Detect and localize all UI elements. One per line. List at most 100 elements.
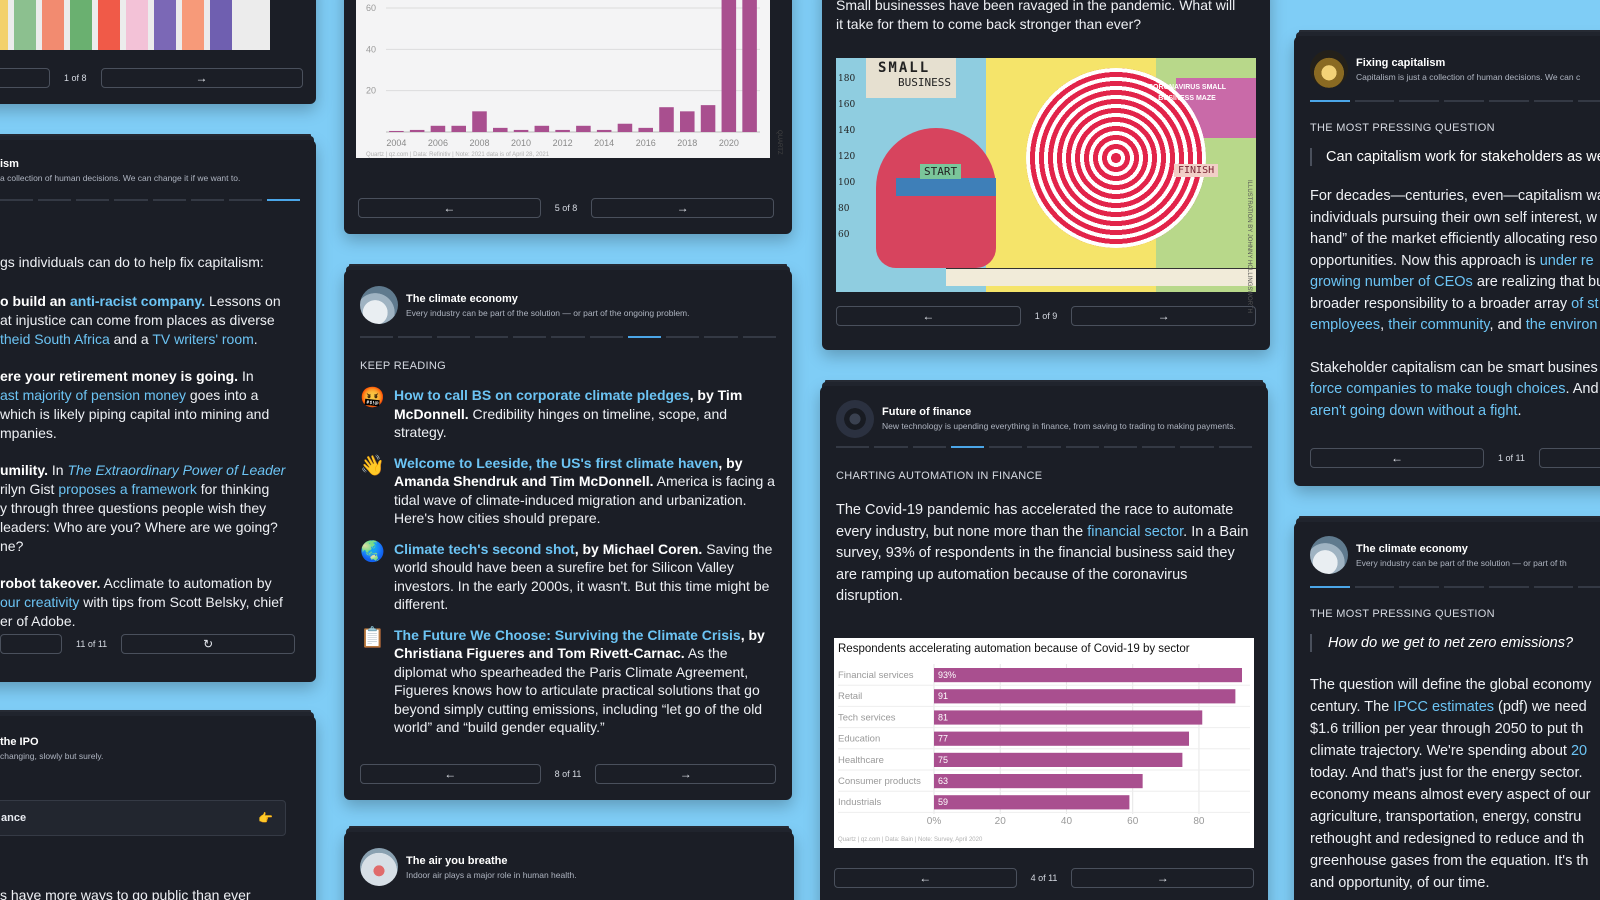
x-tick-label: 60 <box>1127 816 1139 827</box>
category-label: Retail <box>838 691 862 702</box>
y-tick-label: 20 <box>366 86 376 96</box>
reading-item-link[interactable]: The Future We Choose: Surviving the Clim… <box>394 626 741 643</box>
card-body: s have more ways to go public than ever <box>0 887 251 900</box>
climate-avatar <box>1310 536 1348 574</box>
prev-button[interactable] <box>0 634 62 654</box>
bar-value-label: 63 <box>938 776 948 786</box>
category-label: Financial services <box>838 670 914 681</box>
x-tick-label: 2014 <box>594 138 614 148</box>
link-creativity[interactable]: our creativity <box>0 594 80 610</box>
card-ipo-chart: 20 40 60 2004 2006 2008 2010 2012 2014 2016 2018 20… <box>344 0 792 234</box>
pointing-hand-icon: 👉 <box>258 811 273 825</box>
bar-value-label: 93% <box>938 670 956 680</box>
reading-item-byline: , by Christiana Figueres and Tom Rivett-… <box>394 626 765 662</box>
restart-button[interactable]: ↻ <box>121 634 296 654</box>
next-button[interactable] <box>1538 448 1600 468</box>
next-button[interactable]: → <box>595 764 777 784</box>
link-south-africa[interactable]: theid South Africa <box>0 331 110 347</box>
section-label: KEEP READING <box>360 360 446 372</box>
x-tick-label: 40 <box>1061 816 1073 827</box>
card-header: The climate economy Every industry can b… <box>344 270 792 324</box>
x-tick-label: 2012 <box>553 138 573 148</box>
reading-item: 📋 The Future We Choose: Surviving the Cli… <box>360 626 776 737</box>
list-row-label: ance <box>1 812 27 824</box>
reading-item-link[interactable]: Welcome to Leeside, the US's first clima… <box>394 454 719 471</box>
tip-humility: umility. In The Extraordinary Power of L… <box>0 462 286 554</box>
link-tv-writers-room[interactable]: TV writers' room <box>152 331 254 347</box>
arrow-left-icon: ← <box>1391 451 1403 465</box>
bar-healthcare <box>934 752 1183 767</box>
prev-button[interactable]: ← <box>358 198 541 218</box>
x-tick-label: 2010 <box>511 138 531 148</box>
next-button[interactable]: → <box>100 68 303 88</box>
link-fight[interactable]: aren't going down without a fight <box>1310 402 1518 419</box>
card-future-of-finance: Future of finance New technology is upen… <box>820 386 1268 900</box>
reading-item-byline: , by Tim McDonnell. <box>394 387 743 422</box>
bar-2016 <box>638 127 653 132</box>
card-title: The climate economy <box>406 292 518 305</box>
link-tough-choices[interactable]: force companies to make tough choices <box>1310 381 1566 397</box>
card-title: Fixing capitalism <box>1356 56 1446 69</box>
link-framework[interactable]: proposes a framework <box>58 481 197 497</box>
link-ipcc-estimates[interactable]: IPCC estimates <box>1393 699 1495 715</box>
bar-2006 <box>430 125 446 132</box>
arrow-left-icon: ← <box>443 201 456 215</box>
link-community[interactable]: their community <box>1388 317 1490 333</box>
link-under-review[interactable]: under re <box>1539 252 1594 269</box>
progress-bar <box>0 199 316 201</box>
link-spending[interactable]: 20 <box>1570 743 1588 759</box>
chart-note: Quartz | qz.com | Data: Refinitiv | Note… <box>366 152 550 158</box>
next-button[interactable]: → <box>591 198 774 218</box>
page-indicator: 4 of 11 <box>1030 873 1058 883</box>
prev-button[interactable]: ← <box>836 306 1021 326</box>
bar-2009 <box>493 127 508 132</box>
reading-item-link[interactable]: How to call BS on corporate climate pled… <box>394 387 690 403</box>
x-tick-label: 80 <box>1193 816 1205 827</box>
link-employees[interactable]: employees <box>1310 317 1381 333</box>
next-button[interactable]: → <box>1071 306 1256 326</box>
category-label: Industrials <box>838 797 882 808</box>
bar-retail <box>934 689 1236 704</box>
link-pension-money[interactable]: ast majority of pension money <box>0 387 186 403</box>
pull-quote: Can capitalism work for stakeholders as … <box>1310 148 1600 166</box>
x-tick-label: 2020 <box>719 138 739 148</box>
x-tick-label: 2006 <box>428 138 448 148</box>
y-tick-label: 40 <box>366 44 376 54</box>
bar-2019 <box>700 105 716 132</box>
capitalism-avatar <box>1310 50 1348 88</box>
link-stakeholders[interactable]: of st <box>1571 295 1599 312</box>
link-ceos[interactable]: growing number of CEOs <box>1310 274 1473 290</box>
prev-button[interactable]: ← <box>1310 448 1484 468</box>
reading-item-description: Saving the world should have been a sure… <box>394 540 773 613</box>
link-financial-sector[interactable]: financial sector <box>1087 523 1184 540</box>
link-anti-racist-company[interactable]: anti-racist company. <box>70 293 206 309</box>
list-row[interactable]: ance 👉 <box>0 800 286 836</box>
arrow-left-icon: ← <box>922 309 935 323</box>
bar-tech-services <box>934 710 1203 725</box>
card-header: the IPO changing, slowly but surely. <box>0 716 316 761</box>
card-subtitle: Indoor air plays a major role in human h… <box>406 869 577 880</box>
category-label: Education <box>838 734 880 745</box>
prev-button[interactable] <box>0 68 50 88</box>
link-leader-book[interactable]: The Extraordinary Power of Leader <box>67 462 286 478</box>
reading-item-link[interactable]: Climate tech's second shot <box>394 540 575 557</box>
page-indicator: 5 of 8 <box>554 203 578 213</box>
card-footer: 11 of 11 ↻ <box>0 634 300 654</box>
arrow-left-icon: ← <box>919 871 932 885</box>
x-tick-label: 2008 <box>469 138 489 148</box>
card-body: gs individuals can do to help fix capita… <box>0 201 316 631</box>
illustration-bars <box>0 0 270 50</box>
prev-button[interactable]: ← <box>834 868 1017 888</box>
card-header: The air you breathe Indoor air plays a m… <box>344 832 794 886</box>
next-button[interactable]: → <box>1071 868 1255 888</box>
arrow-left-icon: ← <box>444 767 457 781</box>
prev-button[interactable]: ← <box>360 764 541 784</box>
card-footer: ← 5 of 8 → <box>358 198 774 218</box>
bar-2017 <box>659 107 674 132</box>
card-header: ism a collection of human decisions. We … <box>0 140 316 183</box>
illustration-maze-title: CORONAVIRUS SMALL BUSINESS MAZE <box>1148 84 1227 102</box>
reading-item: 👋 Welcome to Leeside, the US's first clim… <box>360 454 776 528</box>
reading-item-byline: , by Michael Coren. <box>574 540 703 557</box>
category-label: Healthcare <box>838 755 884 766</box>
link-environment[interactable]: the environ <box>1525 317 1598 333</box>
